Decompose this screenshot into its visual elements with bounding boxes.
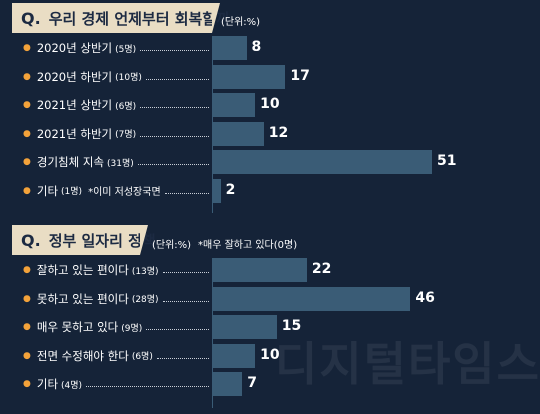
bar — [212, 93, 256, 117]
chart-title-box: Q. 정부 일자리 정책 — [12, 225, 156, 255]
leader-line — [146, 329, 209, 330]
bar — [212, 286, 411, 311]
category-label: ● 잘하고 있는 편이다 (13명) — [23, 261, 159, 279]
leader-line — [162, 272, 209, 273]
chart-title-box: Q. 우리 경제 언제부터 회복할까 — [12, 3, 230, 33]
leader-line — [140, 135, 209, 137]
category-name: 2020년 하반기 — [36, 69, 113, 84]
leader-line — [137, 164, 209, 165]
watermark: 디지털타임스 — [275, 337, 540, 391]
chart-title: 정부 일자리 정책 — [48, 231, 156, 250]
bar — [212, 36, 247, 60]
unit-label: (단위:%) — [221, 17, 261, 28]
leader-line — [156, 357, 209, 359]
category-label: ● 2020년 하반기 (10명) — [23, 68, 142, 86]
category-name: 경기침체 지속 — [36, 155, 104, 169]
bullet-icon: ● — [23, 128, 31, 139]
bullet-icon: ● — [23, 185, 31, 196]
category-label: ● 기타 (4명) — [23, 375, 82, 393]
category-name: 2021년 하반기 — [36, 126, 113, 141]
bullet-icon: ● — [23, 43, 31, 53]
category-label: ● 못하고 있는 편이다 (28명) — [23, 290, 159, 308]
category-label: ● 경기침체 지속 (31명) — [23, 153, 134, 171]
data-label: 17 — [290, 67, 310, 84]
category-name: 2021년 상반기 — [36, 98, 113, 112]
bullet-icon: ● — [23, 100, 31, 110]
data-label: 10 — [260, 96, 280, 112]
bullet-icon: ● — [23, 379, 31, 389]
category-label: ● 2021년 하반기 (7명) — [23, 125, 136, 143]
bullet-icon: ● — [23, 350, 31, 361]
bullet-icon: ● — [23, 322, 31, 332]
data-label: 2 — [225, 181, 236, 198]
respondent-count: (4명) — [61, 380, 83, 391]
respondent-count: (7명) — [115, 130, 137, 140]
respondent-count: (6명) — [115, 101, 137, 112]
category-name: 매우 못하고 있다 — [36, 320, 119, 334]
bar — [212, 343, 256, 368]
q-mark: Q. — [21, 8, 41, 28]
data-label: 51 — [437, 153, 457, 169]
leader-line — [140, 107, 209, 108]
respondent-count: (5명) — [115, 44, 137, 55]
chart-title: 우리 경제 언제부터 회복할까 — [48, 9, 230, 28]
category-name: 2020년 상반기 — [36, 41, 113, 55]
respondent-count: (28명) — [131, 295, 159, 305]
note-label: *이미 저성장국면 — [88, 187, 161, 198]
q-mark: Q. — [21, 230, 41, 250]
bar — [212, 315, 277, 339]
bar — [212, 178, 221, 203]
category-label: ● 2020년 상반기 (5명) — [23, 39, 136, 57]
category-name: 기타 — [36, 377, 59, 391]
category-label: ● 2021년 상반기 (6명) — [23, 96, 136, 114]
bullet-icon: ● — [23, 265, 31, 275]
respondent-count: (10명) — [115, 73, 142, 83]
respondent-count: (13명) — [131, 266, 159, 277]
bar — [212, 372, 243, 396]
leader-line — [86, 386, 209, 387]
bullet-icon: ● — [23, 71, 31, 82]
leader-line — [140, 50, 209, 51]
respondent-count: (31명) — [107, 158, 134, 169]
bar — [212, 150, 432, 174]
data-label: 10 — [260, 346, 280, 363]
leader-line — [164, 192, 209, 194]
category-name: 기타 — [36, 183, 59, 198]
category-label: ● 매우 못하고 있다 (9명) — [23, 318, 142, 336]
data-label: 8 — [251, 39, 262, 55]
category-name: 전면 수정해야 한다 — [36, 348, 129, 363]
bar — [212, 64, 286, 89]
category-name: 잘하고 있는 편이다 — [36, 263, 129, 277]
bar — [212, 121, 264, 146]
bar — [212, 258, 307, 282]
leader-line — [162, 300, 209, 302]
category-name: 못하고 있는 편이다 — [36, 291, 129, 306]
respondent-count: (9명) — [121, 323, 143, 334]
data-label: 46 — [415, 289, 435, 306]
data-label: 22 — [311, 261, 332, 277]
respondent-count: (1명) — [61, 187, 83, 197]
note-label: *매우 잘하고 있다(0명) — [198, 240, 298, 251]
data-label: 12 — [268, 124, 289, 141]
respondent-count: (6명) — [131, 352, 153, 362]
leader-line — [145, 78, 209, 80]
bullet-icon: ● — [23, 293, 31, 304]
data-label: 15 — [281, 318, 302, 334]
unit-label: (단위:%) — [152, 240, 192, 251]
bullet-icon: ● — [23, 157, 31, 167]
category-label: ● 전면 수정해야 한다 (6명) — [23, 347, 153, 365]
category-label: ● 기타 (1명) *이미 저성장국면 — [23, 182, 161, 200]
data-label: 7 — [247, 375, 257, 391]
